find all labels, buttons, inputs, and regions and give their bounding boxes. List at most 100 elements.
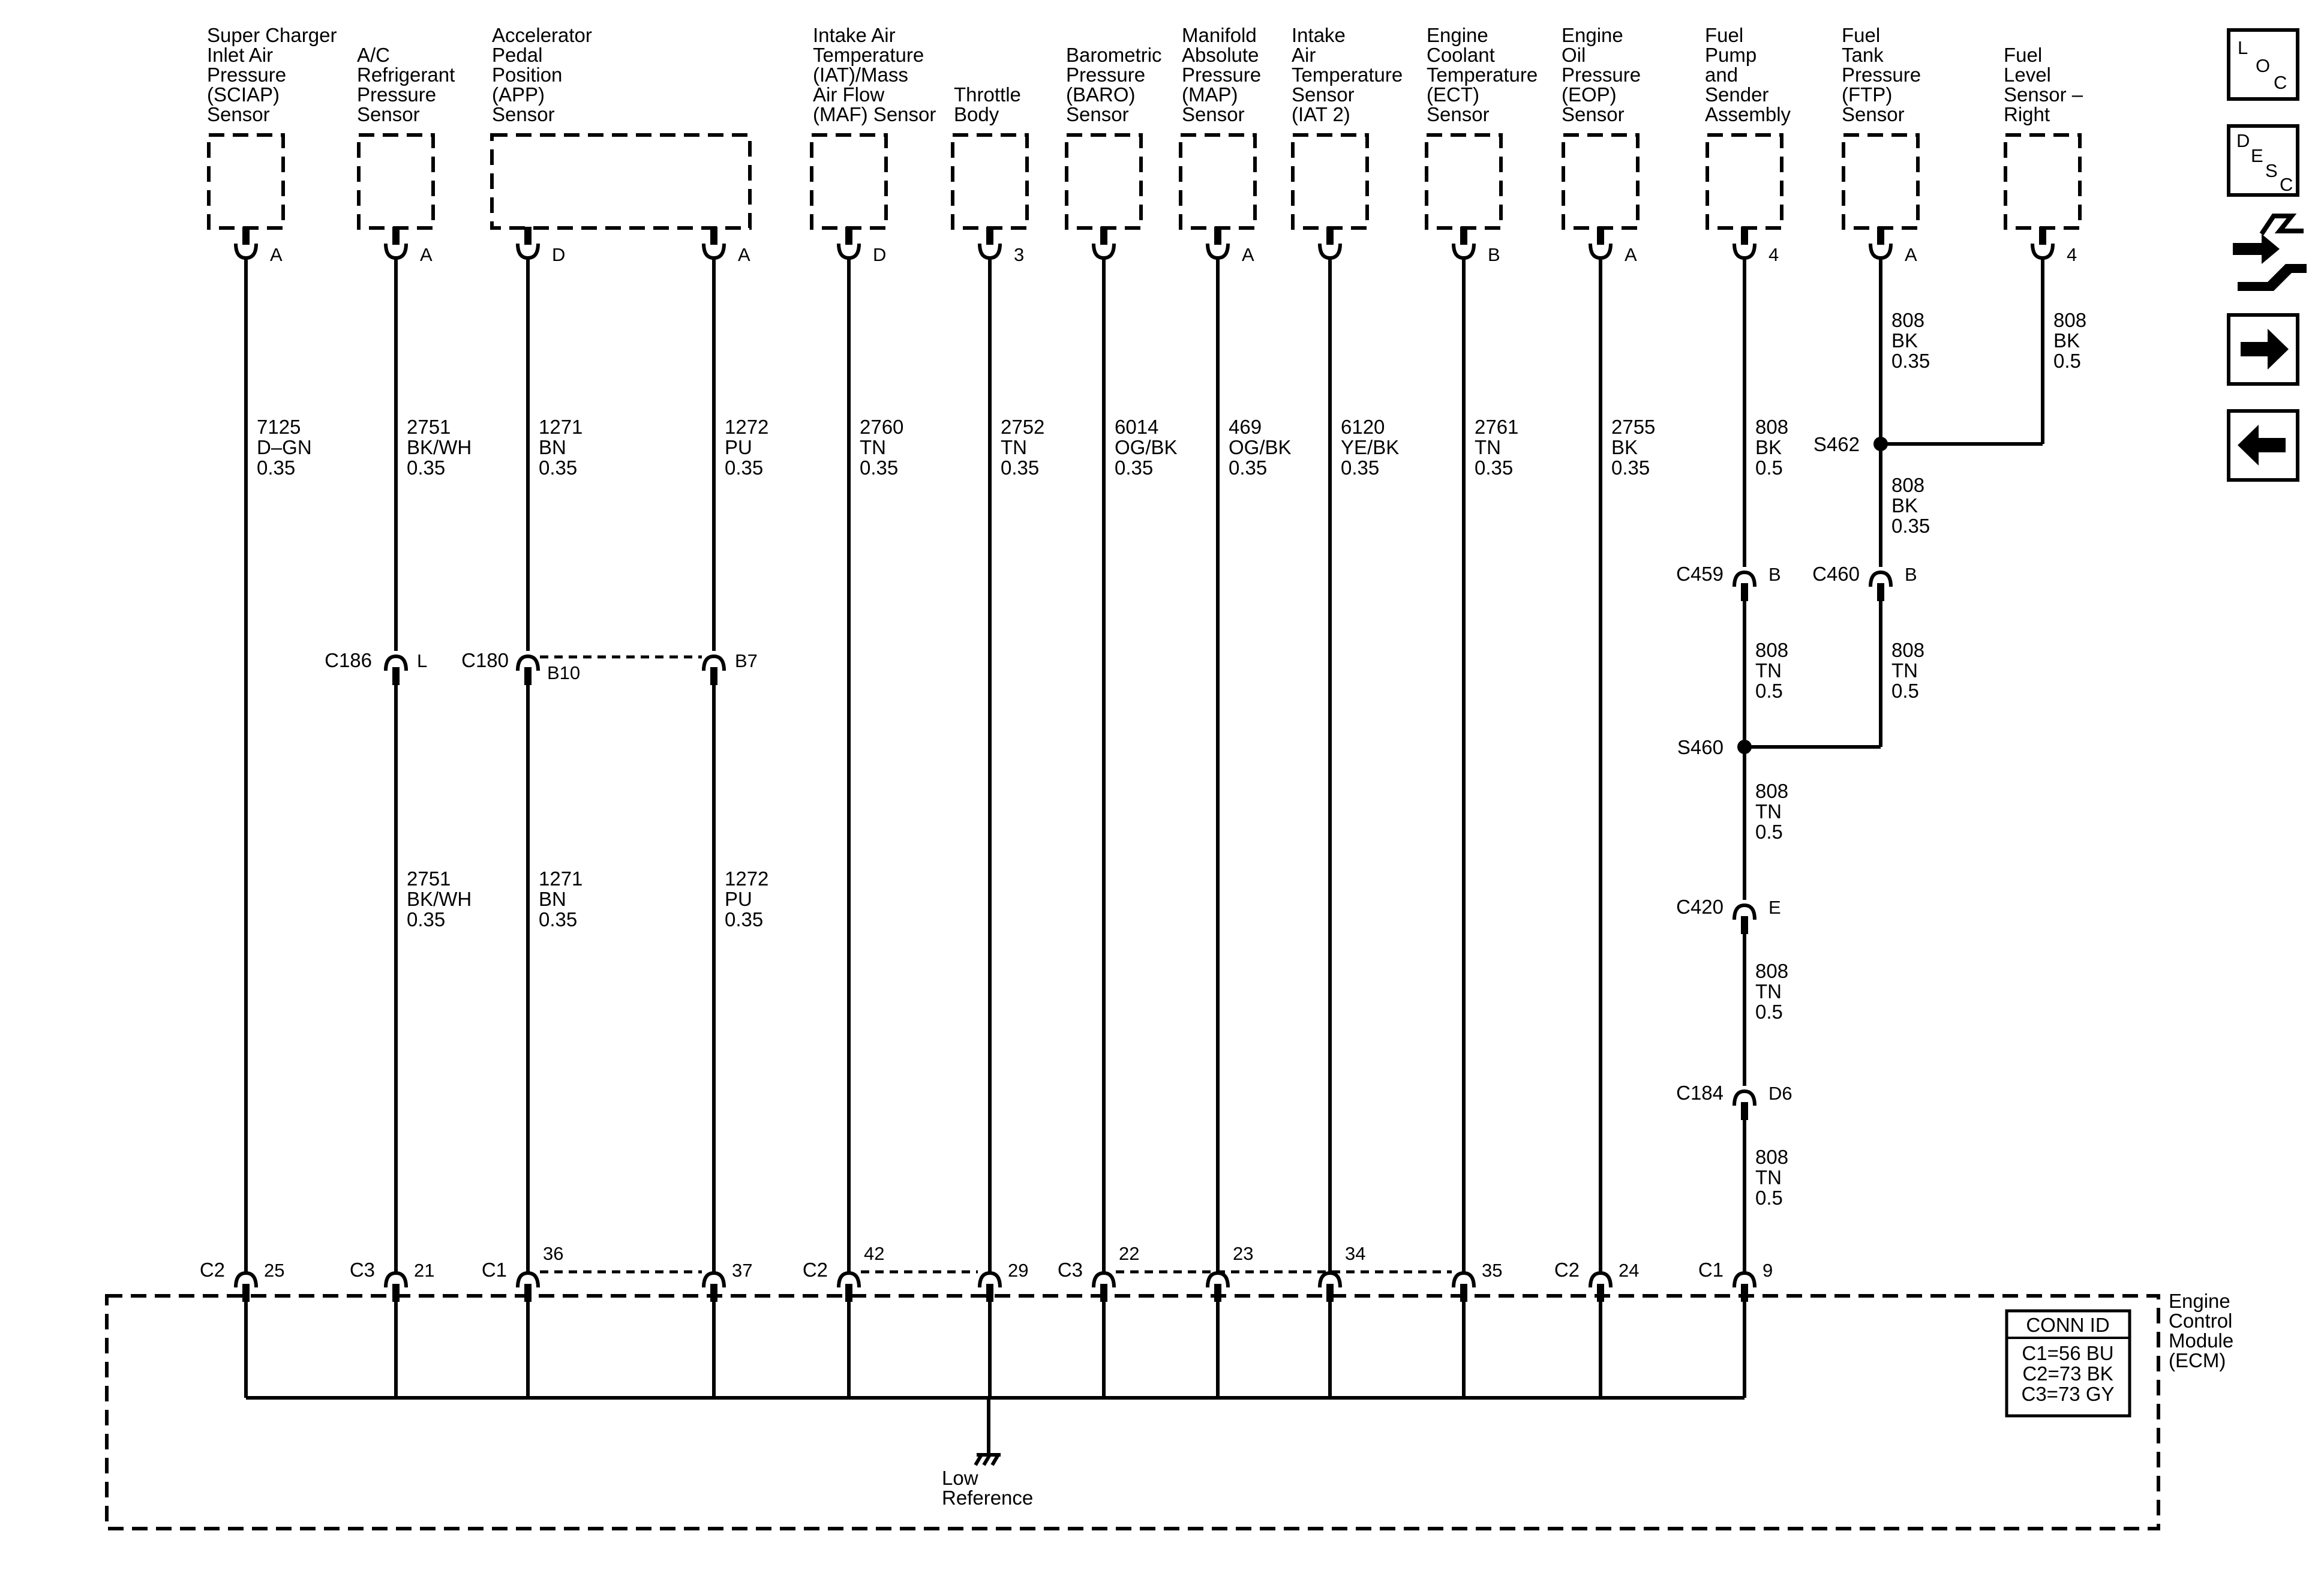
sensor-label-line: Sensor — [1182, 103, 1245, 125]
wire-label-upper-line: TN — [1001, 436, 1027, 458]
sensor-terminal — [1206, 243, 1230, 260]
wire-label-upper-line: 1272 — [725, 416, 768, 438]
sensor-terminal-pin — [524, 227, 532, 245]
sensor-label-line: Position — [492, 64, 562, 86]
sensor-terminal-pin — [1214, 227, 1221, 245]
ecm-terminal — [516, 1271, 540, 1288]
sensor-label-line: (BARO) — [1066, 83, 1136, 106]
sensor-box — [1842, 133, 1920, 230]
sensor-label-line: (ECT) — [1427, 83, 1479, 106]
wire-label-lower-line: 0.35 — [725, 908, 763, 930]
sensor-label-line: Intake Air — [813, 24, 896, 46]
sensor-terminal — [702, 243, 726, 260]
wire-label-upper-line: 0.35 — [1229, 457, 1267, 479]
sensor-pin-label: D — [873, 244, 886, 265]
ecm-pin-label: 37 — [732, 1260, 752, 1281]
c186-label: C186 — [325, 649, 372, 671]
loc-letter: L — [2238, 37, 2248, 58]
wire-label-upper-line: 469 — [1229, 416, 1262, 438]
conn-id-line: C1=56 BU — [2022, 1342, 2113, 1364]
sensor-label-line: Refrigerant — [357, 64, 455, 86]
desc-letter: D — [2236, 130, 2250, 151]
wire-label-lower-line: 1272 — [725, 867, 768, 890]
c180-terminal-right-pin — [710, 667, 717, 685]
low-reference-label-line: Low — [942, 1467, 978, 1489]
sensor-label-line: Pump — [1705, 44, 1756, 66]
fuel-pump-top-label-line: 0.5 — [1755, 457, 1783, 479]
sensor-pin-label: A — [420, 244, 433, 265]
wire-label-upper-line: 7125 — [257, 416, 301, 438]
wire-label-upper-line: YE/BK — [1341, 436, 1399, 458]
wire-label-upper-line: TN — [860, 436, 886, 458]
ecm-terminal-pin — [1214, 1284, 1221, 1302]
ecm-connector-label: C2 — [200, 1259, 225, 1281]
sensor-terminal-pin — [845, 227, 852, 245]
ecm-terminal-pin — [1741, 1284, 1748, 1302]
wire-label-upper-line: 6014 — [1115, 416, 1158, 438]
sensor-pin-label: A — [1625, 244, 1637, 265]
loc-icon[interactable]: LOC — [2227, 28, 2299, 101]
ecm-terminal-pin — [710, 1284, 717, 1302]
loc-letter: O — [2256, 55, 2270, 76]
sensor-terminal — [1733, 243, 1756, 260]
level-top-label-line: 0.5 — [2053, 350, 2081, 372]
sensor-terminal-pin — [1326, 227, 1334, 245]
c459-pin-label: B — [1768, 564, 1781, 585]
sensor-pin-label: D — [552, 244, 565, 265]
sensor-pin-label: A — [270, 244, 283, 265]
sensor-label-line: and — [1705, 64, 1738, 86]
c186-terminal — [384, 654, 408, 671]
sensor-label-line: Sensor — [357, 103, 420, 125]
sensor-label-line: Tank — [1842, 44, 1884, 66]
sensor-label-line: (IAT)/Mass — [813, 64, 908, 86]
ftp-top-label-line: BK — [1891, 329, 1918, 352]
level-top-label-line: BK — [2053, 329, 2080, 352]
sensor-label-line: Pedal — [492, 44, 542, 66]
c180-terminal-left — [516, 654, 540, 671]
wire-label-upper-line: 0.35 — [1611, 457, 1650, 479]
previous-arrow-icon[interactable] — [2227, 409, 2299, 482]
sensor-label-line: Sensor — [1427, 103, 1490, 125]
ecm-connector-label: C2 — [1554, 1259, 1580, 1281]
sensor-terminal-pin — [2039, 227, 2046, 245]
sensor-label-line: Intake — [1292, 24, 1346, 46]
fuel-main-label-3-line: 0.5 — [1755, 1187, 1783, 1209]
wire-label-upper-line: 0.35 — [1341, 457, 1379, 479]
wire-label-lower-line: BN — [539, 888, 566, 910]
sensor-terminal — [1589, 243, 1613, 260]
sensor-label-line: Air Flow — [813, 83, 884, 106]
sensor-terminal — [384, 243, 408, 260]
sensor-terminal — [2031, 243, 2055, 260]
wire-label-lower-line: 0.35 — [407, 908, 445, 930]
sensor-terminal — [234, 243, 258, 260]
wire-label-lower-line: 1271 — [539, 867, 582, 890]
ecm-pin-label: 9 — [1762, 1260, 1773, 1281]
ecm-terminal-pin — [1326, 1284, 1334, 1302]
ecm-pin-label: 34 — [1345, 1243, 1365, 1264]
sensor-label-line: A/C — [357, 44, 390, 66]
schematic-flow-icon[interactable] — [2233, 214, 2307, 291]
wire-label-upper-line: 2751 — [407, 416, 451, 438]
next-arrow-icon[interactable] — [2227, 313, 2299, 386]
level-top-label-line: 808 — [2053, 309, 2086, 331]
